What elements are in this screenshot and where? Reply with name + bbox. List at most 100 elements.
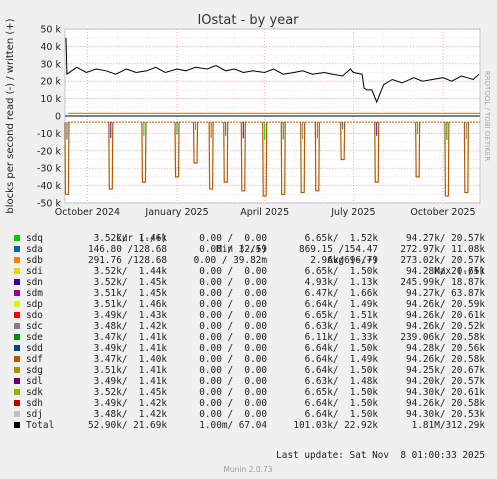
legend-swatch (14, 301, 20, 307)
legend-max: 94.27k/ 20.57k (405, 233, 485, 244)
legend-max: 272.97k/ 11.08k (400, 244, 485, 255)
read-spike (314, 122, 320, 192)
legend-cur: 3.49k/ 1.43k (93, 310, 167, 321)
legend-name: sdo (26, 310, 43, 321)
read-spike (340, 122, 346, 161)
legend-name: sdf (26, 354, 43, 365)
legend-avg: 6.63k/ 1.49k (304, 321, 378, 332)
read-spike (444, 122, 450, 197)
legend-name: sdg (26, 365, 43, 376)
legend-max: 94.26k/ 20.61k (405, 310, 485, 321)
legend-name: sdh (26, 398, 43, 409)
legend-cur: 3.48k/ 1.42k (93, 321, 167, 332)
legend-max: 1.81M/312.29k (411, 420, 485, 431)
y-tick-label: -50 k (37, 199, 62, 210)
legend-avg: 6.64k/ 1.50k (304, 398, 378, 409)
read-spike (374, 122, 380, 183)
y-tick-label: 10 k (40, 94, 61, 105)
legend-name: sdj (26, 409, 43, 420)
legend-max: 273.02k/ 20.57k (400, 255, 485, 266)
legend-avg: 869.15 /154.47 (298, 244, 378, 255)
legend-max: 94.28k/ 20.56k (405, 343, 485, 354)
legend-header-max: Max (-/+) (434, 266, 485, 277)
legend-avg: 6.64k/ 1.50k (304, 343, 378, 354)
legend-row: sdj 3.48k/ 1.42k 0.00 / 0.00 6.64k/ 1.50k 94… (0, 409, 497, 420)
legend-min: 0.00 / 0.00 (199, 398, 267, 409)
legend-row: sdd 3.49k/ 1.41k 0.00 / 0.00 6.64k/ 1.50k 94… (0, 343, 497, 354)
legend-name: sdc (26, 321, 43, 332)
legend-name: sde (26, 332, 43, 343)
legend-header: Cur (-/+) Min (-/+) Avg (-/+) Max (-/+) (0, 222, 497, 277)
y-axis-ticks: 50 k 40 k 30 k 20 k 10 k 0 -10 k -20 k -30 k -40 … (37, 25, 62, 210)
legend-min: 0.00 / 0.00 (199, 310, 267, 321)
legend-min: 0.00 / 0.00 (199, 332, 267, 343)
y-tick-label: 50 k (40, 25, 61, 36)
legend-row: sdq 3.52k/ 1.46k 0.00 / 0.00 6.65k/ 1.52k 94… (0, 233, 497, 244)
legend-max: 94.26k/ 20.58k (405, 398, 485, 409)
legend-row: sdb 291.76 /128.68 0.00 / 39.82m 2.96k/696.… (0, 255, 497, 266)
legend-min: 0.00 / 0.00 (199, 376, 267, 387)
legend-swatch (14, 279, 20, 285)
legend-min: 0.00 / 0.00 (199, 387, 267, 398)
legend-cur: 3.51k/ 1.41k (93, 365, 167, 376)
legend-min: 0.00 / 0.00 (199, 343, 267, 354)
legend-min: 1.00m/ 67.04 (199, 420, 267, 431)
legend-swatch (14, 323, 20, 329)
legend-avg: 6.64k/ 1.50k (304, 365, 378, 376)
x-tick-label: July 2025 (330, 207, 375, 218)
x-tick-label: October 2025 (410, 207, 475, 218)
legend-name: sdl (26, 376, 43, 387)
legend-avg: 6.65k/ 1.50k (304, 387, 378, 398)
read-series (64, 121, 480, 197)
legend-swatch (14, 235, 20, 241)
legend-swatch (14, 422, 20, 428)
legend-name: Total (26, 420, 55, 431)
legend-max: 94.26k/ 20.59k (405, 299, 485, 310)
legend-cur: 3.49k/ 1.41k (93, 343, 167, 354)
rrdtool-credit: RRDTOOL / TOBI OETIKER (483, 71, 491, 161)
legend-avg: 6.65k/ 1.51k (304, 310, 378, 321)
legend-name: sdk (26, 387, 43, 398)
legend-name: sdb (26, 255, 43, 266)
chart-title: IOstat - by year (197, 13, 299, 28)
legend-min: 0.00 / 0.00 (199, 321, 267, 332)
read-spike (463, 122, 469, 194)
y-tick-label: 0 (55, 112, 61, 123)
legend-max: 245.99k/ 18.87k (400, 277, 485, 288)
legend-name: sdd (26, 343, 43, 354)
legend-name: sdm (26, 288, 43, 299)
y-tick-label: -20 k (37, 146, 62, 157)
legend-min: 0.00 / 0.00 (199, 233, 267, 244)
y-tick-label: 30 k (40, 59, 61, 70)
legend-swatch (14, 257, 20, 263)
legend-max: 94.25k/ 20.67k (405, 365, 485, 376)
footer-area: Munin 2.0.73 (223, 465, 272, 474)
legend-swatch (14, 356, 20, 362)
legend-name: sdq (26, 233, 43, 244)
y-tick-label: -40 k (37, 181, 62, 192)
x-tick-label: January 2025 (144, 207, 208, 218)
legend-cur: 3.51k/ 1.46k (93, 299, 167, 310)
legend-avg: 6.65k/ 1.50k (304, 266, 378, 277)
read-spike (108, 122, 114, 190)
read-spike (262, 122, 268, 197)
read-spike (174, 122, 180, 178)
plot-frame (64, 28, 481, 204)
read-spike (192, 122, 199, 164)
y-tick-label: -30 k (37, 164, 62, 175)
legend-row: sdn 3.52k/ 1.45k 0.00 / 0.00 4.93k/ 1.13k 24… (0, 277, 497, 288)
legend-avg: 101.03k/ 22.92k (293, 420, 378, 431)
legend-avg: 6.65k/ 1.52k (304, 233, 378, 244)
legend-max: 94.30k/ 20.61k (405, 387, 485, 398)
legend-avg: 6.47k/ 1.66k (304, 288, 378, 299)
total-write-line (65, 37, 480, 104)
legend-row: sdk 3.52k/ 1.45k 0.00 / 0.00 6.65k/ 1.50k 94… (0, 387, 497, 398)
last-update: Last update: Sat Nov 8 01:00:33 2025 (276, 450, 485, 461)
legend-row: sdc 3.48k/ 1.42k 0.00 / 0.00 6.63k/ 1.49k 94… (0, 321, 497, 332)
legend-row: sde 3.47k/ 1.41k 0.00 / 0.00 6.11k/ 1.33k 23… (0, 332, 497, 343)
read-spike (141, 122, 147, 183)
read-spike (280, 122, 286, 195)
legend-swatch (14, 290, 20, 296)
legend-swatch (14, 268, 20, 274)
read-spike (240, 122, 246, 192)
